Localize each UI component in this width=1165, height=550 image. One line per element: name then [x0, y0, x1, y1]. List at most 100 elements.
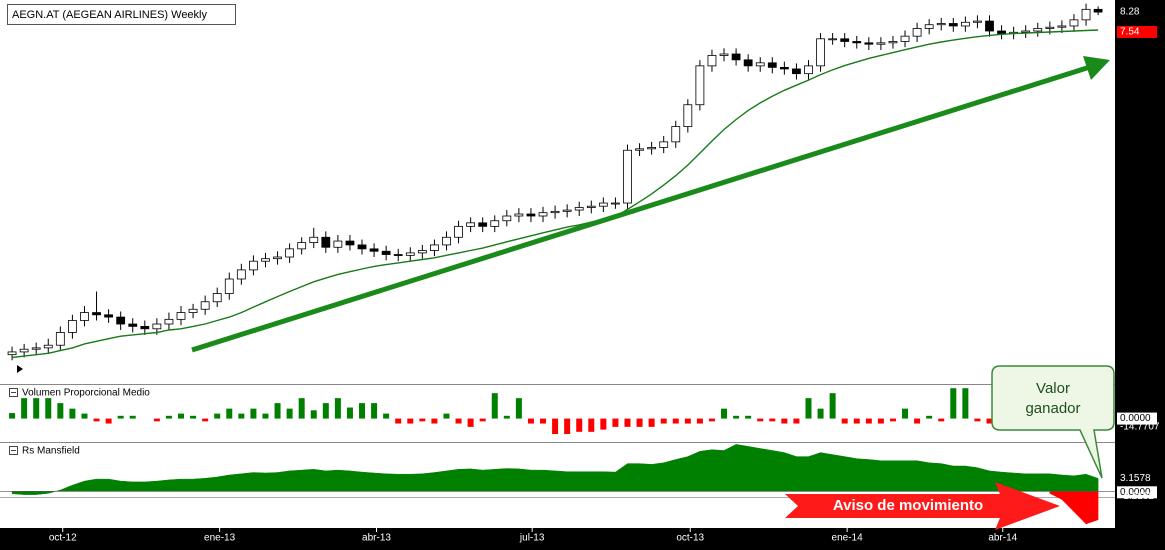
y-label-box — [1117, 486, 1157, 499]
candle-body — [128, 323, 138, 327]
candle-body — [900, 35, 910, 42]
volume-bar — [721, 408, 728, 419]
candle-body — [200, 301, 210, 310]
candle-body — [490, 220, 500, 227]
volume-bar — [202, 418, 209, 422]
rs-area — [1049, 491, 1099, 525]
volume-bar — [805, 398, 812, 419]
volume-bar — [503, 415, 510, 419]
volume-bar — [383, 413, 390, 419]
candle-body — [960, 21, 970, 27]
candle-body — [574, 207, 584, 211]
volume-bar — [250, 408, 257, 419]
candle-body — [417, 250, 427, 254]
volume-bar — [238, 413, 245, 419]
volume-bar — [407, 418, 414, 424]
candle-body — [176, 312, 186, 320]
volume-bar — [33, 398, 40, 419]
volume-bar — [552, 418, 559, 435]
price-axis-bg — [1115, 0, 1165, 550]
callout-text: Valor ganador — [1025, 380, 1081, 417]
candle-body — [466, 222, 476, 227]
candle-body — [948, 23, 958, 27]
candle-body — [731, 53, 741, 61]
candle-body — [611, 202, 620, 205]
candle-body — [985, 20, 994, 32]
candle-body — [321, 236, 331, 248]
volume-bar — [395, 418, 402, 424]
title-box — [7, 4, 236, 25]
candle-body — [442, 236, 451, 246]
y-tick-label: 8.28 — [1120, 7, 1140, 18]
candle-body — [164, 318, 174, 325]
candle-body — [454, 225, 463, 238]
volume-bar — [105, 418, 112, 424]
volume-bar — [914, 418, 921, 424]
candle-body — [792, 68, 801, 75]
candle-body — [1081, 8, 1091, 21]
volume-bar — [117, 415, 124, 419]
volume-bar — [600, 418, 607, 430]
candle-body — [152, 323, 162, 330]
volume-bar — [829, 393, 836, 419]
candle-body — [236, 269, 246, 280]
candle-body — [502, 215, 512, 222]
volume-bar — [817, 408, 824, 419]
candle-body — [1057, 25, 1067, 28]
volume-bar — [479, 418, 486, 422]
candle-body — [755, 62, 765, 67]
callout-box — [991, 365, 1115, 479]
volume-bar — [612, 418, 619, 427]
x-tick-label: abr-14 — [988, 533, 1017, 544]
volume-bar — [214, 413, 221, 419]
candle-body — [707, 55, 717, 67]
candle-body — [1069, 19, 1079, 27]
volume-bar — [950, 388, 957, 419]
candle-body — [430, 244, 439, 251]
candle-body — [309, 236, 319, 243]
candle-body — [852, 41, 862, 44]
candle-body — [188, 308, 198, 313]
volume-bar — [853, 418, 860, 424]
volume-bar — [81, 413, 88, 419]
candle-body — [683, 104, 693, 127]
candle-body — [888, 41, 898, 44]
candle-body — [816, 38, 825, 67]
candle-body — [659, 141, 669, 148]
trend-arrowhead — [1083, 56, 1110, 80]
candle-body — [297, 242, 307, 250]
candle-body — [104, 314, 114, 318]
candle-body — [285, 248, 295, 258]
candle-body — [743, 59, 753, 67]
volume-bar — [57, 403, 64, 419]
candle-body — [538, 212, 548, 217]
volume-bar — [745, 415, 752, 419]
volume-bar — [274, 403, 281, 419]
volume-bar — [576, 418, 583, 432]
volume-bar — [515, 398, 522, 419]
volume-bar — [769, 418, 776, 422]
candle-body — [393, 254, 403, 256]
volume-bar — [926, 415, 933, 419]
volume-bar — [564, 418, 571, 435]
x-tick-label: ene-13 — [204, 533, 236, 544]
candle-body — [828, 38, 838, 41]
volume-bar — [708, 418, 715, 422]
volume-bar — [962, 388, 969, 419]
y-tick-label: 0.0000 — [1120, 487, 1151, 498]
y-label-box — [1117, 412, 1157, 425]
volume-bar — [443, 413, 450, 419]
candle-body — [804, 65, 813, 75]
candle-body — [767, 62, 777, 68]
volume-bar — [696, 418, 703, 424]
volume-bar — [346, 407, 353, 419]
volume-bar — [262, 413, 269, 419]
volume-bar — [178, 413, 185, 419]
candle-body — [876, 42, 886, 45]
candle-body — [261, 258, 270, 262]
y-tick-label: 0.0000 — [1120, 413, 1151, 424]
volume-bar — [841, 418, 848, 424]
y-tick-label: -1.2182 — [1120, 491, 1154, 502]
candle-body — [224, 278, 234, 294]
